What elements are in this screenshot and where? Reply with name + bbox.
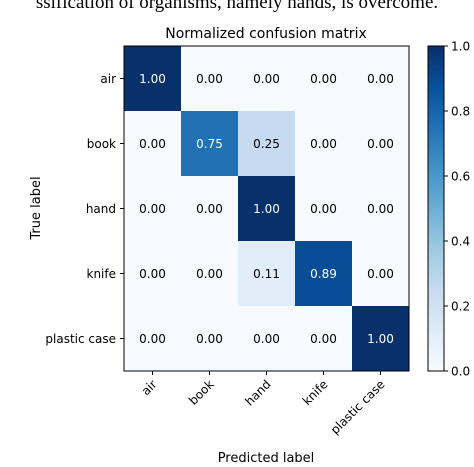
cell-label-0-2: 0.00: [253, 72, 280, 86]
matrix-value-labels: 1.00 0.00 0.00 0.00 0.00 0.00 0.75 0.25 0.00 0.00…: [139, 72, 394, 346]
y-tick-label: air: [100, 72, 116, 86]
cell-label-3-1: 0.00: [196, 267, 223, 281]
caption-fragment: ssification of organisms, namely hands, …: [35, 0, 439, 13]
cell-label-3-3: 0.89: [310, 267, 337, 281]
colorbar-tick-label: 0.8: [451, 105, 470, 119]
cell-label-4-3: 0.00: [310, 332, 337, 346]
cell-label-4-1: 0.00: [196, 332, 223, 346]
cell-1-4: [352, 111, 410, 177]
x-tick-label: hand: [242, 377, 273, 408]
cell-label-3-0: 0.00: [139, 267, 166, 281]
x-tick-label: knife: [300, 377, 331, 408]
cell-label-4-2: 0.00: [253, 332, 280, 346]
cell-2-3: [295, 176, 353, 242]
cell-label-2-4: 0.00: [367, 202, 394, 216]
y-tick-label: knife: [87, 267, 117, 281]
x-tick-label: book: [186, 377, 217, 408]
cell-label-1-3: 0.00: [310, 137, 337, 151]
cell-label-4-0: 0.00: [139, 332, 166, 346]
y-tick-labels: air book hand knife plastic case: [45, 72, 124, 346]
matrix-cells: [124, 46, 410, 372]
cell-0-4: [352, 46, 410, 112]
y-tick-label: hand: [86, 202, 116, 216]
cell-label-0-1: 0.00: [196, 72, 223, 86]
cell-label-1-2: 0.25: [253, 137, 280, 151]
cell-3-4: [352, 241, 410, 307]
cell-label-3-2: 0.11: [253, 267, 280, 281]
cell-3-0: [124, 241, 182, 307]
cell-0-1: [181, 46, 239, 112]
y-tick-label: book: [87, 137, 116, 151]
y-axis-label: True label: [29, 176, 44, 240]
x-axis-label: Predicted label: [218, 451, 315, 466]
cell-0-3: [295, 46, 353, 112]
cell-1-0: [124, 111, 182, 177]
cell-label-0-3: 0.00: [310, 72, 337, 86]
colorbar-ticks: 0.0 0.2 0.4 0.6 0.8 1.0: [444, 40, 470, 379]
x-tick-label: plastic case: [328, 377, 388, 437]
y-tick-label: plastic case: [45, 332, 116, 346]
cell-1-3: [295, 111, 353, 177]
cell-2-1: [181, 176, 239, 242]
colorbar: [427, 45, 445, 372]
cell-2-2: [238, 176, 296, 242]
colorbar-tick-label: 0.2: [451, 300, 470, 314]
chart-title: Normalized confusion matrix: [165, 26, 367, 42]
cell-label-1-1: 0.75: [196, 137, 223, 151]
cell-label-3-4: 0.00: [367, 267, 394, 281]
cell-3-3: [295, 241, 353, 307]
cell-4-4: [352, 306, 410, 372]
cell-1-1: [181, 111, 239, 177]
cell-label-1-4: 0.00: [367, 137, 394, 151]
colorbar-tick-label: 0.0: [451, 365, 470, 379]
cell-3-1: [181, 241, 239, 307]
cell-label-0-0: 1.00: [139, 72, 166, 86]
cell-4-3: [295, 306, 353, 372]
cell-0-2: [238, 46, 296, 112]
cell-1-2: [238, 111, 296, 177]
colorbar-tick-label: 1.0: [451, 40, 470, 54]
cell-0-0: [124, 46, 182, 112]
cell-4-2: [238, 306, 296, 372]
cell-label-2-1: 0.00: [196, 202, 223, 216]
cell-2-4: [352, 176, 410, 242]
cell-4-0: [124, 306, 182, 372]
cell-label-0-4: 0.00: [367, 72, 394, 86]
cell-label-2-2: 1.00: [253, 202, 280, 216]
cell-label-4-4: 1.00: [367, 332, 394, 346]
colorbar-tick-label: 0.6: [451, 170, 470, 184]
cell-4-1: [181, 306, 239, 372]
cell-label-2-0: 0.00: [139, 202, 166, 216]
colorbar-tick-label: 0.4: [451, 235, 470, 249]
cell-label-2-3: 0.00: [310, 202, 337, 216]
cell-3-2: [238, 241, 296, 307]
cell-2-0: [124, 176, 182, 242]
cell-label-1-0: 0.00: [139, 137, 166, 151]
x-tick-label: air: [139, 377, 160, 398]
